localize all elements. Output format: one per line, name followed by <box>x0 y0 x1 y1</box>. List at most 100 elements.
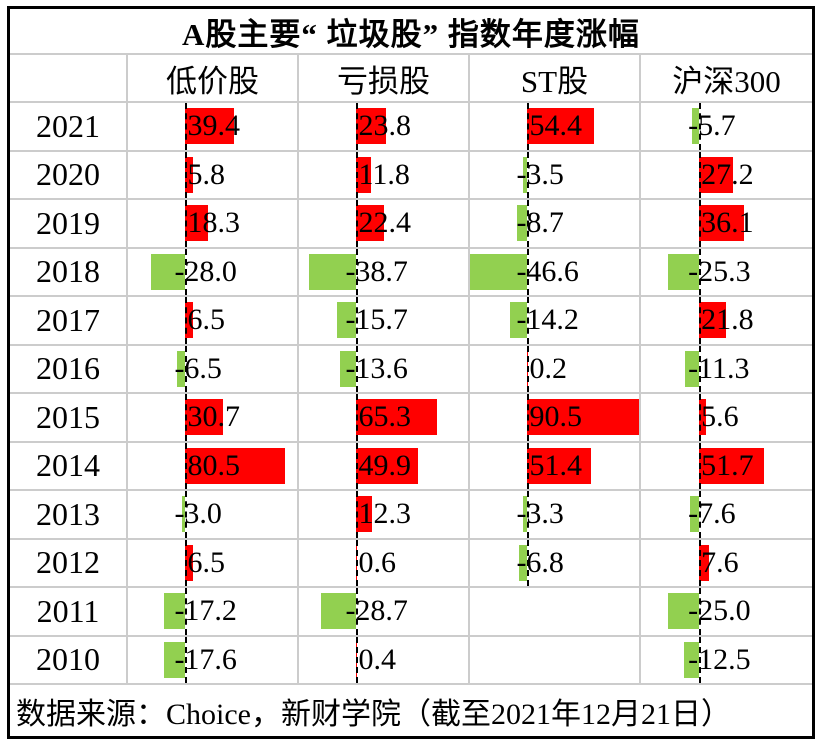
positive-bar <box>527 108 595 145</box>
zero-axis-line <box>699 491 702 538</box>
value-cell: -7.6 <box>641 491 812 538</box>
zero-axis-line <box>699 297 702 344</box>
negative-bar <box>339 350 357 387</box>
zero-axis-line <box>356 491 359 538</box>
positive-bar <box>699 447 764 484</box>
table-row: 2021 39.4 23.8 54.4 -5.7 <box>10 101 812 150</box>
value-label: 51.4 <box>529 448 582 482</box>
zero-axis-line <box>356 345 359 392</box>
positive-bar <box>699 302 727 339</box>
positive-bar <box>699 205 745 242</box>
value-label: -3.3 <box>516 497 564 531</box>
value-cell: 22.4 <box>299 200 470 247</box>
zero-axis-line <box>527 345 530 392</box>
zero-axis-line <box>699 151 702 198</box>
value-cell: -6.8 <box>470 539 641 586</box>
value-cell: 23.8 <box>299 103 470 150</box>
negative-bar <box>685 350 700 387</box>
value-cell: -3.3 <box>470 491 641 538</box>
value-label: -6.8 <box>516 545 564 579</box>
negative-bar <box>509 302 528 339</box>
zero-axis-line <box>527 394 530 441</box>
value-label: 51.7 <box>701 448 754 482</box>
table-row: 2010 -17.6 0.4 -12.5 <box>10 634 812 683</box>
zero-axis-line <box>185 588 188 635</box>
table-row: 2018 -28.0 -38.7 -46.6 -25.3 <box>10 246 812 295</box>
year-cell: 2017 <box>10 297 128 344</box>
positive-bar <box>356 496 372 533</box>
positive-bar <box>356 156 371 193</box>
value-cell: 90.5 <box>470 394 641 441</box>
value-label: -6.5 <box>174 351 222 385</box>
value-cell: -25.0 <box>641 588 812 635</box>
value-label: -8.7 <box>516 206 564 240</box>
value-label: 36.1 <box>701 206 754 240</box>
value-label: -28.7 <box>345 594 408 628</box>
value-cell: 30.7 <box>128 394 299 441</box>
value-cell: 21.8 <box>641 297 812 344</box>
value-label: -14.2 <box>516 303 579 337</box>
zero-axis-line <box>185 151 188 198</box>
zero-axis-line <box>699 103 702 150</box>
zero-axis-line <box>185 394 188 441</box>
header-csi300: 沪深300 <box>672 63 781 99</box>
negative-bar <box>519 544 528 581</box>
value-cell: 39.4 <box>128 103 299 150</box>
positive-bar <box>527 447 591 484</box>
positive-bar <box>185 447 285 484</box>
negative-bar <box>177 350 186 387</box>
value-label: 39.4 <box>187 109 240 143</box>
negative-bar <box>523 156 528 193</box>
zero-axis-line <box>356 588 359 635</box>
table-row: 2014 80.5 49.9 51.4 51.7 <box>10 440 812 489</box>
value-label: 7.6 <box>701 545 739 579</box>
zero-axis-line <box>527 200 530 247</box>
value-cell: -5.7 <box>641 103 812 150</box>
page-title: A股主要“ 垃圾股” 指数年度涨幅 <box>182 16 640 52</box>
value-cell: 0.4 <box>299 636 470 683</box>
value-label: -17.2 <box>174 594 237 628</box>
value-cell: 0.6 <box>299 539 470 586</box>
positive-bar <box>699 399 707 436</box>
zero-axis-line <box>185 491 188 538</box>
value-label: -13.6 <box>345 351 408 385</box>
value-label: 6.5 <box>187 303 225 337</box>
value-cell: -15.7 <box>299 297 470 344</box>
value-cell: 27.2 <box>641 151 812 198</box>
zero-axis-line <box>356 636 359 683</box>
year-cell: 2011 <box>10 588 128 635</box>
positive-bar <box>185 156 193 193</box>
value-cell: 54.4 <box>470 103 641 150</box>
value-cell: 5.8 <box>128 151 299 198</box>
positive-bar <box>356 447 418 484</box>
negative-bar <box>164 593 186 630</box>
value-cell: 18.3 <box>128 200 299 247</box>
value-label: 0.2 <box>529 351 567 385</box>
negative-bar <box>321 593 357 630</box>
value-cell: 80.5 <box>128 442 299 489</box>
positive-bar <box>356 205 385 242</box>
value-cell: -38.7 <box>299 248 470 295</box>
value-label: 54.4 <box>529 109 582 143</box>
year-cell: 2013 <box>10 491 128 538</box>
value-cell: 11.8 <box>299 151 470 198</box>
value-cell: -14.2 <box>470 297 641 344</box>
table-row: 2016 -6.5 -13.6 0.2 -11.3 <box>10 343 812 392</box>
value-label: 0.4 <box>358 642 396 676</box>
year-cell: 2019 <box>10 200 128 247</box>
zero-axis-line <box>699 345 702 392</box>
positive-bar <box>185 544 194 581</box>
zero-axis-line <box>699 248 702 295</box>
zero-axis-line <box>356 539 359 586</box>
value-cell: 51.4 <box>470 442 641 489</box>
table-row: 2019 18.3 22.4 -8.7 36.1 <box>10 198 812 247</box>
negative-bar <box>516 205 528 242</box>
table-row: 2015 30.7 65.3 90.5 5.6 <box>10 392 812 441</box>
table-row: 2012 6.5 0.6 -6.8 7.6 <box>10 537 812 586</box>
value-cell: 36.1 <box>641 200 812 247</box>
year-cell: 2015 <box>10 394 128 441</box>
value-label: 23.8 <box>358 109 411 143</box>
value-label: 30.7 <box>187 400 240 434</box>
table-row: 2013 -3.0 12.3 -3.3 -7.6 <box>10 489 812 538</box>
value-cell: -11.3 <box>641 345 812 392</box>
